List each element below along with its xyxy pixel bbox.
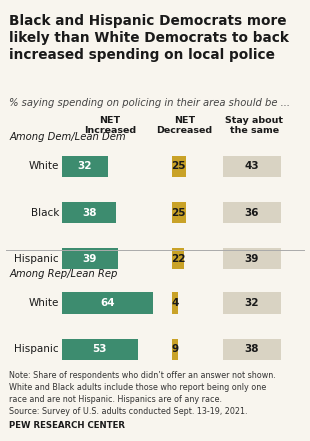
FancyBboxPatch shape	[223, 156, 281, 177]
FancyBboxPatch shape	[172, 248, 184, 269]
FancyBboxPatch shape	[172, 156, 186, 177]
Text: 32: 32	[245, 298, 259, 308]
Text: Stay about
the same: Stay about the same	[225, 116, 283, 135]
Text: 64: 64	[100, 298, 115, 308]
FancyBboxPatch shape	[223, 292, 281, 314]
FancyBboxPatch shape	[172, 339, 178, 360]
FancyBboxPatch shape	[223, 248, 281, 269]
Text: 43: 43	[245, 161, 259, 171]
Text: Among Rep/Lean Rep: Among Rep/Lean Rep	[9, 269, 118, 279]
Text: 32: 32	[78, 161, 92, 171]
Text: Among Dem/Lean Dem: Among Dem/Lean Dem	[9, 132, 126, 142]
FancyBboxPatch shape	[62, 202, 116, 223]
Text: 22: 22	[171, 254, 185, 264]
FancyBboxPatch shape	[223, 339, 281, 360]
Text: White: White	[29, 298, 59, 308]
FancyBboxPatch shape	[62, 156, 108, 177]
Text: Hispanic: Hispanic	[14, 344, 59, 354]
FancyBboxPatch shape	[172, 292, 178, 314]
Text: 38: 38	[82, 208, 96, 217]
FancyBboxPatch shape	[62, 339, 138, 360]
Text: 4: 4	[171, 298, 179, 308]
Text: Black: Black	[30, 208, 59, 217]
Text: % saying spending on policing in their area should be ...: % saying spending on policing in their a…	[9, 98, 290, 108]
Text: 39: 39	[245, 254, 259, 264]
Text: Hispanic: Hispanic	[14, 254, 59, 264]
Text: 9: 9	[172, 344, 179, 354]
Text: 38: 38	[245, 344, 259, 354]
FancyBboxPatch shape	[62, 292, 153, 314]
Text: Note: Share of respondents who didn’t offer an answer not shown.
White and Black: Note: Share of respondents who didn’t of…	[9, 371, 276, 416]
FancyBboxPatch shape	[172, 202, 186, 223]
FancyBboxPatch shape	[62, 248, 118, 269]
Text: NET
Decreased: NET Decreased	[156, 116, 213, 135]
Text: 25: 25	[172, 208, 186, 217]
Text: Black and Hispanic Democrats more
likely than White Democrats to back
increased : Black and Hispanic Democrats more likely…	[9, 14, 289, 62]
Text: NET
Increased: NET Increased	[84, 116, 136, 135]
Text: 53: 53	[93, 344, 107, 354]
Text: PEW RESEARCH CENTER: PEW RESEARCH CENTER	[9, 421, 125, 430]
Text: 36: 36	[245, 208, 259, 217]
FancyBboxPatch shape	[223, 202, 281, 223]
Text: White: White	[29, 161, 59, 171]
Text: 25: 25	[172, 161, 186, 171]
Text: 39: 39	[83, 254, 97, 264]
